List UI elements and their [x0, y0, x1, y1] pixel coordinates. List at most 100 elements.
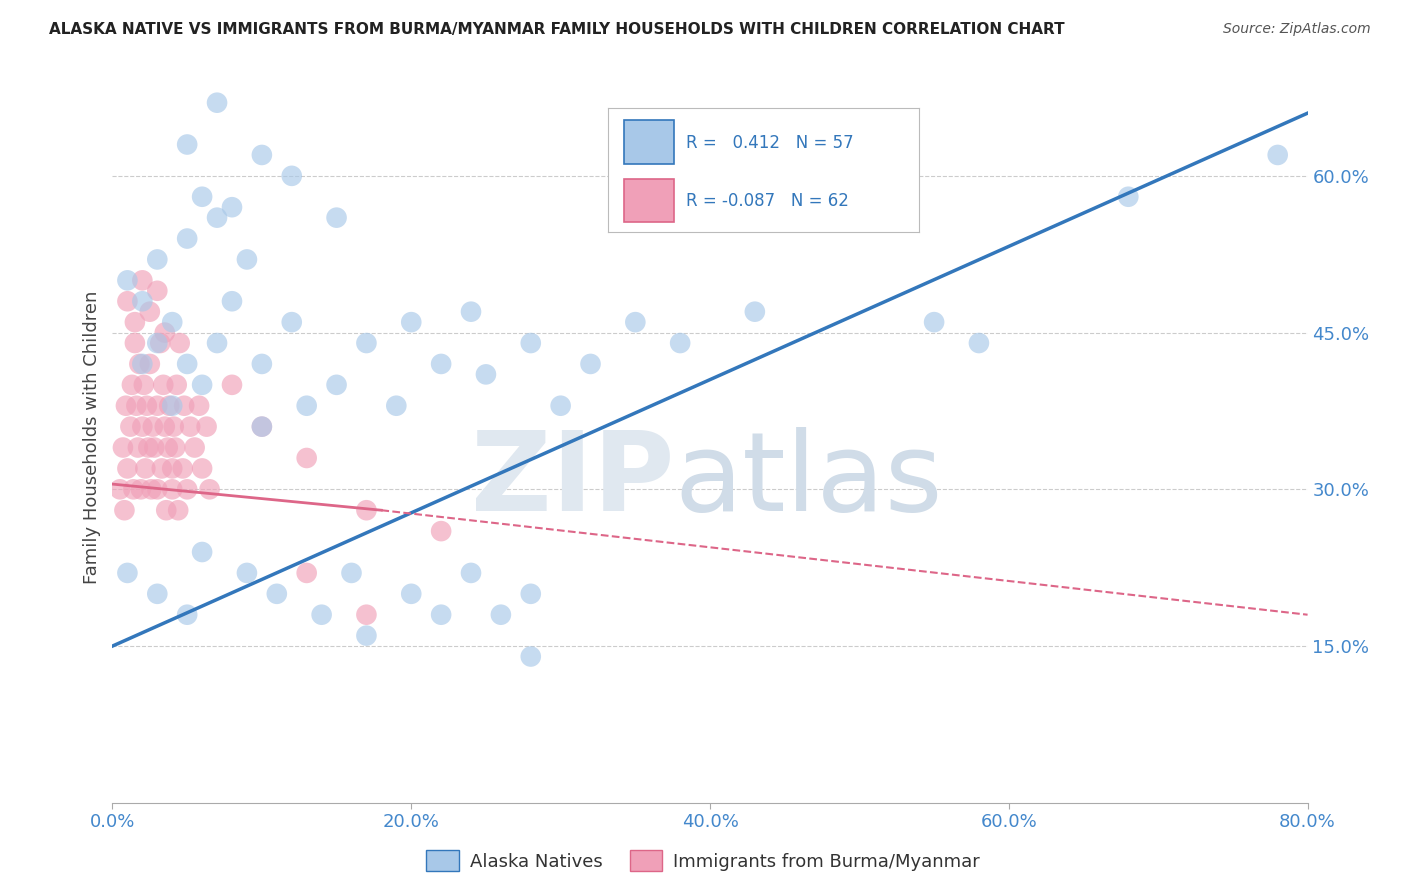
Point — [191, 545, 214, 559]
Point — [153, 419, 176, 434]
Point — [191, 377, 214, 392]
Text: ZIP: ZIP — [471, 427, 675, 534]
Point — [167, 503, 190, 517]
Point — [131, 294, 153, 309]
Point — [176, 357, 198, 371]
Point — [205, 95, 228, 110]
Point — [146, 399, 169, 413]
Point — [221, 200, 243, 214]
Text: ALASKA NATIVE VS IMMIGRANTS FROM BURMA/MYANMAR FAMILY HOUSEHOLDS WITH CHILDREN C: ALASKA NATIVE VS IMMIGRANTS FROM BURMA/M… — [49, 22, 1064, 37]
Point — [430, 607, 453, 622]
Point — [460, 304, 482, 318]
Point — [325, 211, 347, 225]
Point — [356, 503, 378, 517]
Point — [236, 566, 259, 580]
Point — [295, 450, 318, 465]
Point — [579, 357, 602, 371]
Point — [166, 377, 188, 392]
Point — [120, 419, 142, 434]
Point — [146, 483, 169, 497]
Text: atlas: atlas — [675, 427, 942, 534]
Point — [162, 483, 183, 497]
Point — [150, 461, 173, 475]
Point — [117, 294, 139, 309]
Point — [198, 483, 221, 497]
Point — [115, 399, 138, 413]
Point — [520, 336, 543, 351]
Point — [356, 607, 378, 622]
Point — [176, 607, 198, 622]
Point — [172, 461, 194, 475]
Point — [111, 441, 134, 455]
Point — [401, 315, 423, 329]
Point — [139, 357, 162, 371]
Point — [195, 419, 218, 434]
Point — [117, 461, 139, 475]
Point — [156, 441, 179, 455]
Point — [520, 649, 543, 664]
Legend: Alaska Natives, Immigrants from Burma/Myanmar: Alaska Natives, Immigrants from Burma/My… — [419, 843, 987, 879]
Point — [142, 419, 165, 434]
Point — [250, 357, 273, 371]
Point — [117, 566, 139, 580]
Point — [250, 419, 273, 434]
Point — [221, 377, 243, 392]
Point — [191, 461, 214, 475]
Point — [117, 273, 139, 287]
Point — [162, 315, 183, 329]
Point — [146, 252, 169, 267]
Point — [922, 315, 945, 329]
Point — [152, 377, 174, 392]
Point — [475, 368, 498, 382]
Point — [121, 377, 143, 392]
Point — [149, 336, 172, 351]
Point — [430, 524, 453, 538]
Point — [132, 377, 155, 392]
Point — [134, 461, 156, 475]
Point — [430, 357, 453, 371]
Point — [139, 304, 162, 318]
Point — [489, 607, 512, 622]
Point — [138, 441, 160, 455]
Point — [281, 315, 304, 329]
Point — [143, 441, 166, 455]
Point — [122, 483, 145, 497]
Point — [325, 377, 347, 392]
Point — [250, 419, 273, 434]
Point — [624, 315, 647, 329]
Point — [146, 336, 169, 351]
Point — [146, 284, 169, 298]
Point — [131, 357, 153, 371]
Point — [179, 419, 201, 434]
Point — [162, 399, 183, 413]
Point — [162, 461, 183, 475]
Point — [1118, 190, 1140, 204]
Point — [356, 336, 378, 351]
Point — [146, 587, 169, 601]
Point — [191, 190, 214, 204]
Point — [266, 587, 288, 601]
Point — [173, 399, 195, 413]
Point — [967, 336, 990, 351]
Point — [176, 137, 198, 152]
Point — [1267, 148, 1289, 162]
Point — [250, 148, 273, 162]
Point — [129, 483, 152, 497]
Point — [295, 566, 318, 580]
Point — [188, 399, 211, 413]
Point — [163, 419, 186, 434]
Point — [385, 399, 408, 413]
Point — [183, 441, 205, 455]
Point — [520, 587, 543, 601]
Point — [340, 566, 363, 580]
Point — [125, 399, 148, 413]
Point — [744, 304, 766, 318]
Point — [236, 252, 259, 267]
Y-axis label: Family Households with Children: Family Households with Children — [83, 291, 101, 583]
Point — [131, 419, 153, 434]
Point — [401, 587, 423, 601]
Point — [155, 503, 177, 517]
Point — [460, 566, 482, 580]
Point — [114, 503, 135, 517]
Point — [205, 211, 228, 225]
